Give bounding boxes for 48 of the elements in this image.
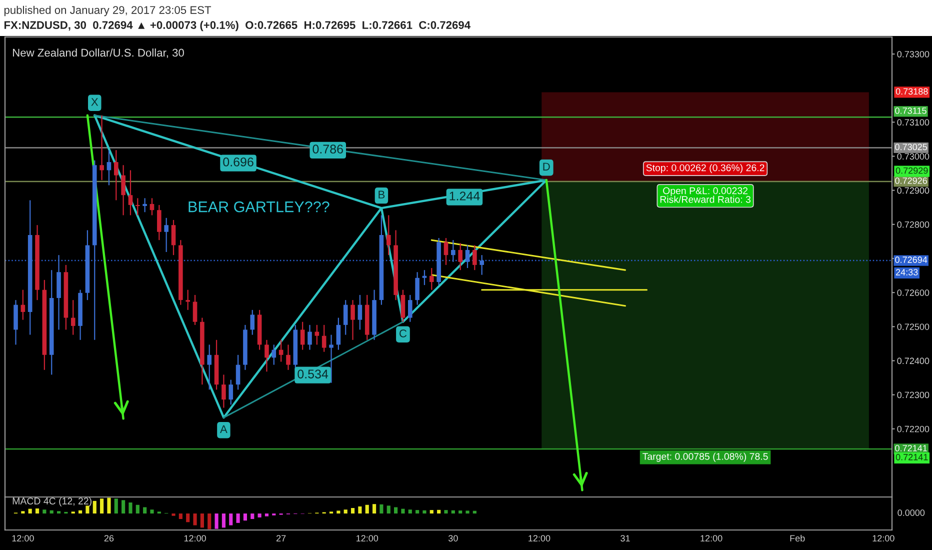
y-tick-label: 0.72800 (897, 221, 930, 228)
x-tick-label: 12:00 (872, 535, 894, 542)
x-tick-label: 12:00 (700, 535, 722, 542)
x-tick-label: 12:00 (12, 535, 34, 542)
text: 24:33 (896, 269, 918, 276)
annotation: 0.696 (223, 158, 254, 166)
annotation: New Zealand Dollar/U.S. Dollar, 30 (13, 48, 184, 58)
y-tick-label: 0.72300 (897, 392, 930, 398)
annotation: X (91, 98, 98, 106)
x-tick-label: 12:00 (184, 535, 206, 542)
ref-line-label: 0.72926 (895, 178, 928, 184)
annotation: BEAR GARTLEY??? (188, 201, 330, 212)
annotation: 0.534 (298, 370, 328, 378)
y-tick-label: 0.72500 (897, 324, 930, 330)
x-tick-label: Feb (790, 534, 805, 542)
ref-line-label: 0.72141 (895, 444, 927, 452)
x-tick-label: 30 (448, 535, 458, 542)
chart-title: published on January 29, 2017 23:05 EST (4, 6, 212, 16)
y-tick-label: 0.73100 (897, 119, 930, 126)
x-tick-label: 12:00 (528, 535, 550, 542)
y-tick-label: 0.72600 (897, 290, 930, 296)
annotation: C (400, 329, 407, 338)
chart-title: MACD 4C (12, 22) (12, 497, 92, 506)
y-tick-label: 0.73300 (897, 51, 930, 58)
text: 0.72929 (896, 167, 928, 174)
annotation: B (378, 190, 385, 198)
text: 0.72141 (896, 454, 928, 460)
annotation: 0.786 (312, 144, 343, 154)
x-tick-label: 31 (620, 535, 630, 542)
chart-subtitle: FX:NZDUSD, 30 0.72694 ▲ +0.00073 (+0.1%) O:0.72665 H:0.72695 L:0.72661 C:0.72694 (4, 20, 470, 32)
x-tick-label: 27 (276, 535, 286, 542)
ref-line-label: 0.73115 (895, 108, 926, 114)
annotation: Target: 0.00785 (1.08%) 78.5 (642, 452, 768, 462)
annotation: D (543, 162, 550, 170)
ref-line-label: 0.72694 (895, 256, 928, 263)
ref-line-label: 0.73025 (895, 144, 928, 150)
y-tick-label: 0.73000 (897, 153, 930, 160)
y-tick-label: 0.72200 (897, 426, 930, 432)
x-tick-label: 26 (104, 535, 114, 542)
text: 0.73188 (896, 88, 928, 95)
annotation: 1.244 (450, 192, 480, 200)
x-tick-label: 12:00 (356, 535, 378, 542)
band-label: Open P&L: 0.00232 Risk/Reward Ratio: 3 (660, 187, 751, 203)
band-label: Stop: 0.00262 (0.36%) 26.2 (646, 164, 764, 174)
y-tick-label: 0.72400 (897, 358, 930, 364)
y-tick-label: 0.72900 (897, 187, 930, 194)
text: 0.0000 (898, 510, 925, 516)
annotation: A (220, 425, 228, 433)
